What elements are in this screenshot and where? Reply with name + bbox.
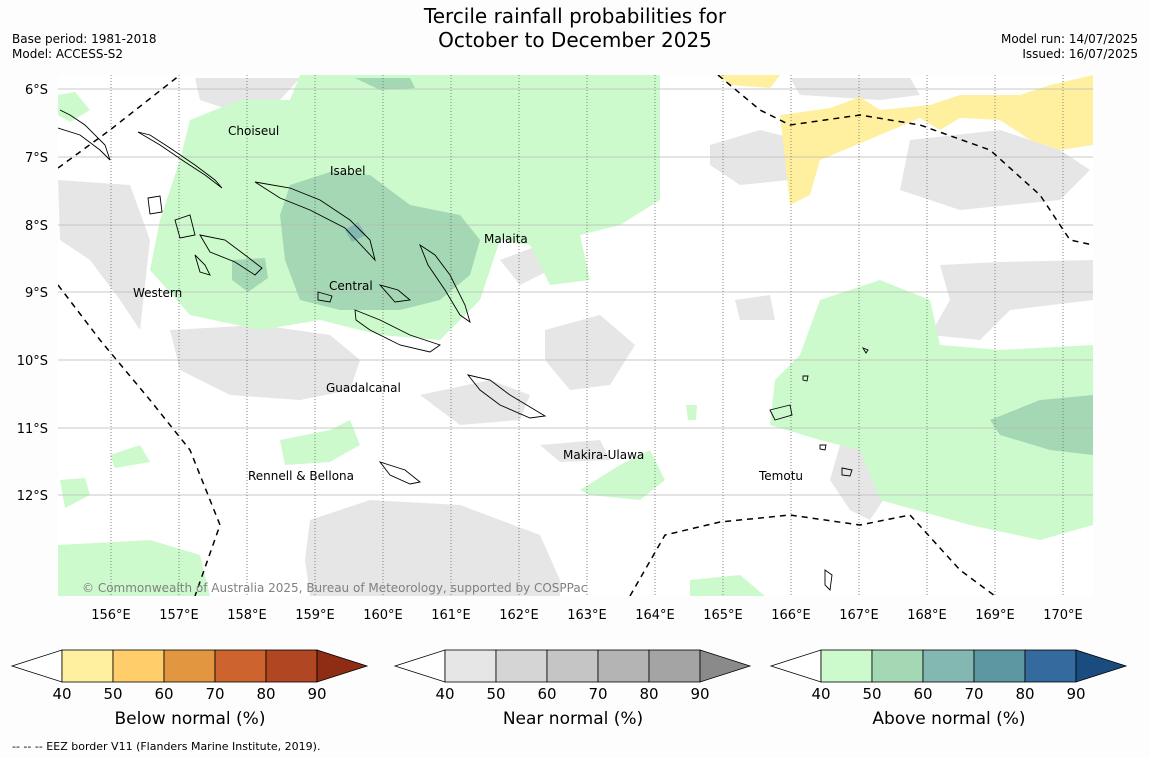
lat-labels: 6°S 7°S 8°S 9°S 10°S 11°S 12°S [17, 83, 48, 504]
colorbar-tick-label: 50 [862, 685, 881, 703]
colorbar-segment [61, 649, 114, 683]
lon-label: 158°E [227, 608, 267, 623]
map-area [58, 75, 1093, 596]
region-label-western: Western [133, 286, 182, 300]
lat-label: 8°S [25, 219, 48, 234]
below-normal-regions [718, 75, 1093, 205]
graticule [58, 75, 1093, 596]
lon-label: 166°E [771, 608, 811, 623]
model-run: Model run: 14/07/2025 [1000, 32, 1138, 46]
lon-labels: 156°E 157°E 158°E 159°E 160°E 161°E 162°… [91, 608, 1083, 623]
region-label-malaita: Malaita [484, 232, 528, 246]
colorbar-tick-label: 60 [537, 685, 556, 703]
colorbar-segment [820, 649, 873, 683]
lon-label: 160°E [363, 608, 403, 623]
region-label-central: Central [329, 279, 373, 293]
colorbar-tick-label: 40 [52, 685, 71, 703]
colorbar-low-extend [10, 649, 63, 683]
colorbar-segment [597, 649, 650, 683]
colorbar-tick-label: 80 [639, 685, 658, 703]
colorbar-segment [112, 649, 165, 683]
region-label-guadalcanal: Guadalcanal [326, 381, 401, 395]
colorbar-tick-label: 80 [256, 685, 275, 703]
colorbar-title-near: Near normal (%) [502, 709, 644, 729]
lon-label: 170°E [1043, 608, 1083, 623]
colorbar-high-extend [1075, 649, 1128, 683]
colorbar-tick-label: 50 [486, 685, 505, 703]
colorbar-segment [922, 649, 975, 683]
colorbar-tick-label: 70 [964, 685, 983, 703]
lon-label: 161°E [431, 608, 471, 623]
lon-label: 164°E [635, 608, 675, 623]
colorbar-tick-label: 50 [103, 685, 122, 703]
colorbar-tick-label: 40 [435, 685, 454, 703]
lat-label: 6°S [25, 83, 48, 98]
lat-label: 7°S [25, 151, 48, 166]
colorbar-segment [648, 649, 701, 683]
colorbar-tick-label: 60 [913, 685, 932, 703]
colorbar-segment [973, 649, 1026, 683]
colorbar-high-extend [699, 649, 752, 683]
colorbar-segment [546, 649, 599, 683]
map-title-line1: Tercile rainfall probabilities for [423, 4, 727, 28]
model-label: Model: ACCESS-S2 [12, 47, 124, 61]
region-label-isabel: Isabel [330, 164, 365, 178]
lon-label: 165°E [703, 608, 743, 623]
coastlines [58, 109, 869, 591]
colorbar-segment [265, 649, 318, 683]
region-label-choiseul: Choiseul [228, 124, 279, 138]
lat-label: 11°S [17, 422, 48, 437]
lat-label: 9°S [25, 286, 48, 301]
region-label-rennell-bellona: Rennell & Bellona [248, 469, 354, 483]
colorbar-segment [495, 649, 548, 683]
colorbar-tick-label: 90 [1066, 685, 1085, 703]
above-normal-60-regions [345, 222, 366, 242]
eez-borders [58, 75, 1093, 596]
colorbar-tick-label: 80 [1015, 685, 1034, 703]
colorbar-title-above: Above normal (%) [872, 709, 1026, 729]
copyright-notice: © Commonwealth of Australia 2025, Bureau… [82, 581, 587, 595]
lon-label: 156°E [91, 608, 131, 623]
lon-label: 157°E [159, 608, 199, 623]
lat-label: 10°S [17, 354, 48, 369]
lon-label: 169°E [975, 608, 1015, 623]
colorbar-high-extend [316, 649, 369, 683]
colorbar-segment [214, 649, 267, 683]
region-labels: Choiseul Isabel Malaita Western Central … [133, 124, 803, 483]
lon-label: 168°E [907, 608, 947, 623]
eez-footer-note: -- -- -- EEZ border V11 (Flanders Marine… [12, 740, 321, 753]
region-label-makira-ulawa: Makira-Ulawa [563, 448, 644, 462]
lon-label: 162°E [499, 608, 539, 623]
colorbar-tick-label: 70 [588, 685, 607, 703]
colorbar-segment [163, 649, 216, 683]
colorbar-tick-label: 90 [307, 685, 326, 703]
lon-label: 167°E [839, 608, 879, 623]
lat-label: 12°S [17, 489, 48, 504]
lon-label: 159°E [295, 608, 335, 623]
colorbars: 40 50 60 70 80 90 40 50 60 70 80 90 40 50 60 70 80 90 [10, 649, 1128, 703]
colorbar-tick-label: 40 [811, 685, 830, 703]
issued-date: Issued: 16/07/2025 [1022, 47, 1138, 61]
colorbar-segment [1024, 649, 1077, 683]
colorbar-tick-label: 70 [205, 685, 224, 703]
colorbar-segment [871, 649, 924, 683]
colorbar-low-extend [769, 649, 822, 683]
colorbar-low-extend [393, 649, 446, 683]
colorbar-tick-label: 90 [690, 685, 709, 703]
base-period: Base period: 1981-2018 [12, 32, 157, 46]
colorbar-segment [444, 649, 497, 683]
near-normal-regions [58, 78, 1093, 596]
region-label-temotu: Temotu [758, 469, 803, 483]
lon-label: 163°E [567, 608, 607, 623]
colorbar-tick-label: 60 [154, 685, 173, 703]
map-title-line2: October to December 2025 [438, 28, 712, 52]
colorbar-title-below: Below normal (%) [114, 709, 266, 729]
